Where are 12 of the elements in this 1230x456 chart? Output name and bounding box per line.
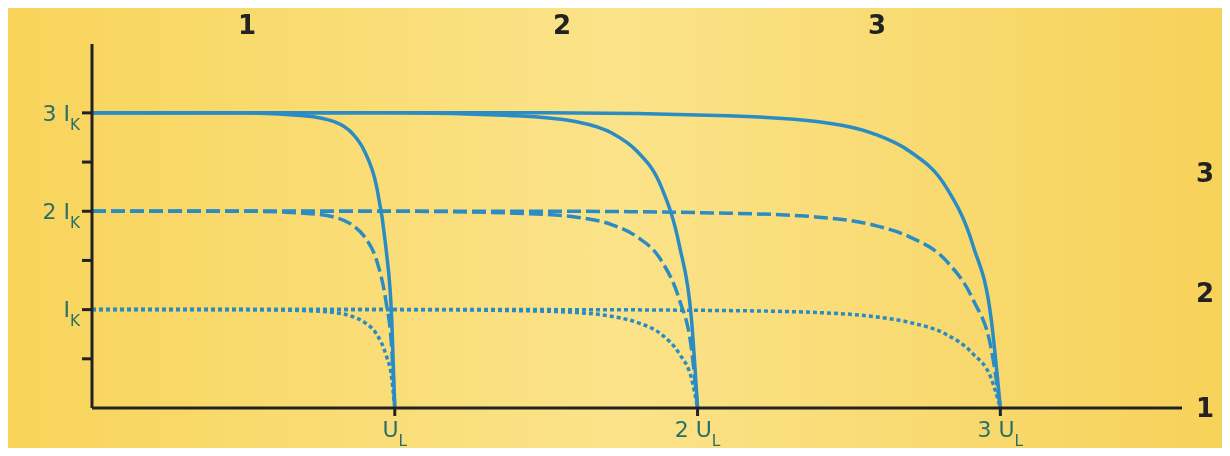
- text: 1: [1196, 393, 1215, 423]
- y-tick-label: I$_{K}$: [63, 297, 81, 331]
- x-tick-label: 2 U$_{L}$: [674, 416, 721, 450]
- y-tick-label: 3 I$_{K}$: [42, 100, 81, 134]
- text: 3: [1196, 158, 1215, 188]
- y-tick-label: 2 I$_{K}$: [42, 198, 81, 232]
- x-tick-label: 3 U$_{L}$: [977, 416, 1024, 450]
- text: 2: [1196, 278, 1215, 308]
- text: 3: [868, 10, 887, 40]
- text: 1: [238, 10, 257, 40]
- x-tick-label: U$_{L}$: [382, 416, 408, 450]
- text: 2: [553, 10, 572, 40]
